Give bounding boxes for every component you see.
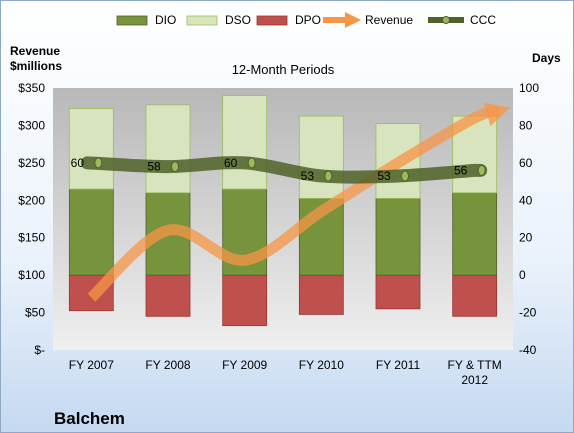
- left-tick-label: $50: [25, 306, 45, 320]
- ccc-data-label: 56: [454, 163, 468, 177]
- left-tick-label: $350: [18, 81, 45, 95]
- bar-dso: [222, 95, 268, 190]
- ccc-point: [171, 161, 179, 173]
- ccc-point: [324, 170, 333, 182]
- right-tick-label: -20: [519, 306, 537, 320]
- left-tick-label: $150: [18, 231, 45, 245]
- right-tick-label: 40: [519, 193, 533, 207]
- bar-dso: [298, 115, 344, 199]
- bar-dso: [145, 104, 191, 194]
- ccc-point: [94, 157, 103, 169]
- ccc-point: [401, 170, 409, 182]
- bar-dpo: [452, 274, 498, 317]
- legend-label: DIO: [155, 13, 176, 27]
- chart-subtitle: 12-Month Periods: [232, 62, 335, 77]
- bar-dpo: [222, 274, 268, 327]
- bar-dpo: [375, 274, 421, 310]
- plot-area: [53, 88, 513, 350]
- left-tick-label: $300: [18, 118, 45, 132]
- ccc-data-label: 53: [301, 169, 315, 183]
- bars-group: [68, 95, 498, 327]
- ccc-data-label: 60: [71, 156, 85, 170]
- revenue-line: [87, 102, 511, 302]
- x-tick-label: FY 2008: [145, 358, 190, 372]
- legend-label: Revenue: [365, 13, 413, 27]
- left-tick-label: $250: [18, 156, 45, 170]
- left-tick-label: $-: [34, 343, 45, 357]
- company-name: Balchem: [54, 409, 125, 428]
- bar-dpo: [298, 274, 344, 315]
- right-axis-title: Days: [532, 51, 561, 65]
- bar-dpo: [145, 274, 191, 317]
- ccc-line: [80, 156, 488, 184]
- left-axis-title-line2: $millions: [10, 59, 62, 73]
- legend-swatch-ccc-marker: [442, 16, 450, 24]
- legend-swatch-revenue-arrow: [345, 12, 361, 28]
- legend-label: DSO: [225, 13, 251, 27]
- legend-swatch-dio: [116, 15, 148, 26]
- legend-label: CCC: [470, 13, 496, 27]
- x-tick-label: FY 2010: [299, 358, 344, 372]
- legend-swatch-dpo: [256, 15, 288, 26]
- right-tick-label: 100: [519, 81, 539, 95]
- right-tick-label: 80: [519, 118, 533, 132]
- ccc-layer: 60 58 60 53 53 56: [71, 156, 488, 184]
- ccc-data-label: 58: [147, 160, 161, 174]
- right-axis-ticks: -40 -20 0 20 40 60 80 100: [519, 81, 539, 357]
- right-tick-label: 0: [519, 268, 526, 282]
- x-tick-label: FY 2009: [222, 358, 267, 372]
- left-tick-label: $100: [18, 268, 45, 282]
- x-tick-label: FY 2007: [69, 358, 114, 372]
- ccc-point: [477, 164, 486, 176]
- right-tick-label: 20: [519, 231, 533, 245]
- ccc-data-label: 53: [377, 169, 391, 183]
- bar-dio: [452, 192, 498, 276]
- right-tick-label: 60: [519, 156, 533, 170]
- legend-label: DPO: [295, 13, 321, 27]
- legend-swatch-dso: [186, 15, 218, 26]
- ccc-point: [247, 157, 256, 169]
- left-axis-ticks: $- $50 $100 $150 $200 $250 $300 $350: [18, 81, 45, 357]
- left-axis-title-line1: Revenue: [10, 44, 60, 58]
- revenue-layer: [87, 102, 511, 302]
- bar-dso: [68, 108, 114, 190]
- bar-dio: [68, 188, 114, 276]
- bar-dio: [375, 198, 421, 276]
- ccc-data-label: 60: [224, 156, 238, 170]
- right-tick-label: -40: [519, 343, 537, 357]
- x-tick-label: FY 2011: [376, 358, 421, 372]
- left-tick-label: $200: [18, 193, 45, 207]
- legend: DIO DSO DPO Revenue CCC: [116, 12, 496, 28]
